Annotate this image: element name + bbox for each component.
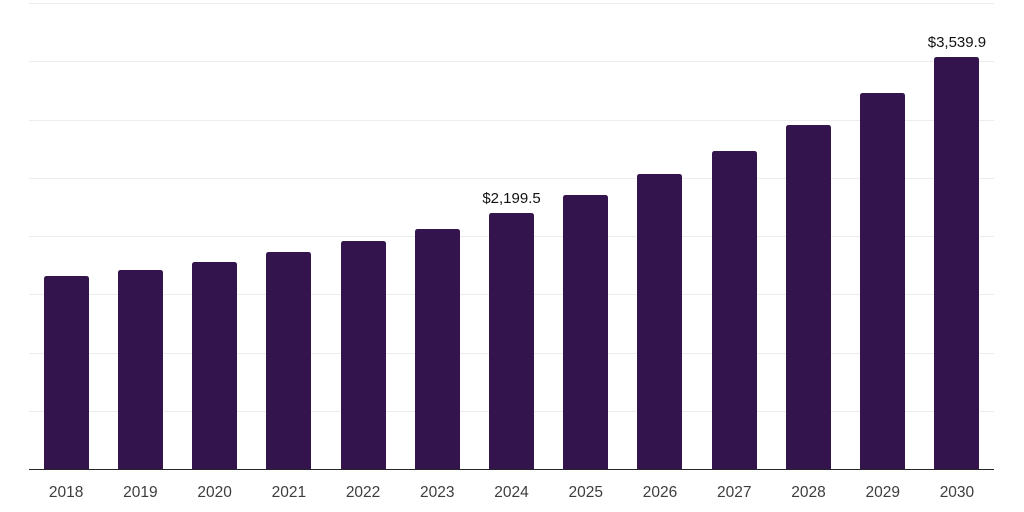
plot-area: $2,199.5 $3,539.9 <box>29 3 994 470</box>
x-axis-labels: 2018 2019 2020 2021 2022 2023 2024 2025 2026 2027… <box>29 481 994 505</box>
x-tick-2028: 2028 <box>791 484 826 501</box>
x-tick-2025: 2025 <box>568 484 603 501</box>
bar-2025 <box>563 195 609 469</box>
x-tick-2018: 2018 <box>48 484 84 501</box>
x-tick-2020: 2020 <box>197 484 232 501</box>
gridline-2500 <box>29 177 994 179</box>
bar-2021 <box>266 252 312 469</box>
bar-2030 <box>934 56 980 469</box>
bar-slot-2030: $3,539.9 <box>920 3 994 469</box>
bar-2024 <box>489 212 535 469</box>
x-tick-2030: 2030 <box>939 484 975 501</box>
data-label-2030: $3,539.9 <box>927 33 987 51</box>
bar-slot-2019 <box>103 3 177 469</box>
bar-2029 <box>860 92 906 469</box>
bar-2028 <box>785 124 831 469</box>
bar-2023 <box>414 229 460 469</box>
bar-2027 <box>711 150 757 469</box>
bar-2018 <box>43 276 89 469</box>
bar-2020 <box>192 262 238 469</box>
bar-slot-2027 <box>697 3 771 469</box>
data-label-2024: $2,199.5 <box>482 189 541 207</box>
x-tick-2023: 2023 <box>420 484 455 501</box>
x-tick-2029: 2029 <box>865 484 900 501</box>
bar-2026 <box>637 174 683 469</box>
x-axis-line <box>29 468 994 470</box>
x-tick-2021: 2021 <box>271 484 307 501</box>
bar-slot-2021 <box>252 3 326 469</box>
gridline-3000 <box>29 119 994 121</box>
x-tick-2019: 2019 <box>123 484 158 501</box>
bar-slot-2028 <box>771 3 845 469</box>
bar-slot-2018 <box>29 3 103 469</box>
bar-2022 <box>340 240 386 469</box>
x-tick-2027: 2027 <box>716 484 752 501</box>
x-tick-2026: 2026 <box>642 484 678 501</box>
bar-2019 <box>117 269 163 469</box>
bar-slot-2020 <box>177 3 251 469</box>
x-tick-2022: 2022 <box>345 484 381 501</box>
bar-slot-2025 <box>549 3 623 469</box>
gridline-4000 <box>29 3 994 4</box>
bar-slot-2023 <box>400 3 474 469</box>
bar-slot-2024: $2,199.5 <box>474 3 548 469</box>
x-tick-2024: 2024 <box>494 484 529 501</box>
gridline-3500 <box>29 61 994 63</box>
bar-slot-2022 <box>326 3 400 469</box>
bar-slot-2026 <box>623 3 697 469</box>
bar-slot-2029 <box>846 3 920 469</box>
bars-row: $2,199.5 $3,539.9 <box>29 3 994 469</box>
